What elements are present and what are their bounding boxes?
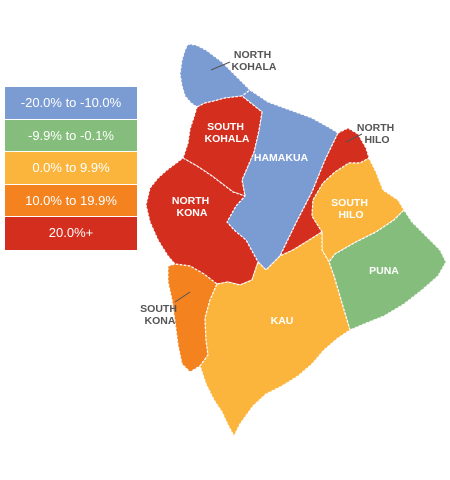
label-line: KOHALA bbox=[232, 61, 277, 73]
label-line: KONA bbox=[177, 207, 208, 219]
legend-item: 20.0%+ bbox=[5, 217, 137, 250]
label-line: SOUTH bbox=[140, 303, 177, 315]
label-line: HAMAKUA bbox=[254, 152, 309, 164]
south-kona-leader-line bbox=[174, 291, 191, 303]
label-line: SOUTH bbox=[331, 197, 368, 209]
legend-item: -20.0% to -10.0% bbox=[5, 87, 137, 120]
label-north-kohala: NORTH KOHALA bbox=[232, 49, 277, 73]
region-south-kohala bbox=[182, 95, 263, 197]
label-north-kona: NORTH KONA bbox=[172, 195, 212, 219]
legend-item: 10.0% to 19.9% bbox=[5, 184, 137, 218]
label-line: PUNA bbox=[369, 265, 399, 277]
north-kohala-leader-line bbox=[210, 61, 231, 71]
label-kau: KAU bbox=[271, 315, 294, 327]
label-puna: PUNA bbox=[369, 265, 399, 277]
legend-item: -9.9% to -0.1% bbox=[5, 119, 137, 153]
label-line: NORTH bbox=[172, 195, 209, 207]
label-line: HILO bbox=[338, 209, 363, 221]
label-line: KAU bbox=[271, 315, 294, 327]
label-south-kohala: SOUTH KOHALA bbox=[205, 121, 250, 145]
label-line: KONA bbox=[145, 315, 176, 327]
label-south-kona: SOUTH KONA bbox=[140, 303, 180, 327]
label-line: HILO bbox=[364, 134, 389, 146]
label-line: SOUTH bbox=[207, 121, 244, 133]
label-line: NORTH bbox=[234, 49, 271, 61]
label-north-hilo: NORTH HILO bbox=[357, 122, 397, 146]
label-line: KOHALA bbox=[205, 133, 250, 145]
legend: -20.0% to -10.0% -9.9% to -0.1% 0.0% to … bbox=[5, 87, 137, 250]
label-hamakua: HAMAKUA bbox=[254, 152, 309, 164]
label-south-hilo: SOUTH HILO bbox=[331, 197, 371, 221]
legend-item: 0.0% to 9.9% bbox=[5, 152, 137, 185]
label-line: NORTH bbox=[357, 122, 394, 134]
region-puna bbox=[328, 209, 447, 331]
region-kau bbox=[199, 231, 351, 437]
region-north-hilo bbox=[279, 127, 370, 257]
north-hilo-leader-line bbox=[345, 133, 363, 143]
